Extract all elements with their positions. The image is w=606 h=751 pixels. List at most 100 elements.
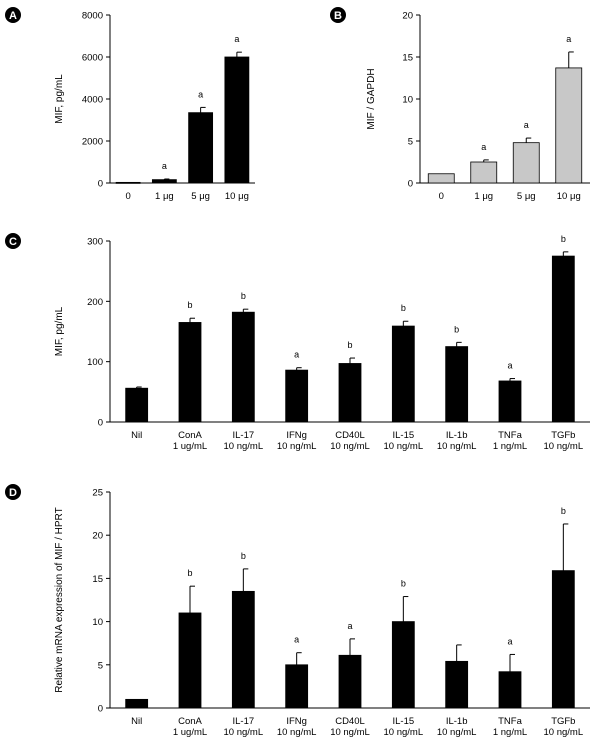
- y-tick-label: 300: [87, 237, 103, 248]
- y-tick-label: 2000: [82, 137, 103, 148]
- y-tick-label: 0: [408, 179, 413, 190]
- bar: [551, 255, 575, 423]
- significance-label: b: [401, 303, 406, 313]
- y-tick-label: 10: [402, 95, 413, 106]
- x-tick-label: 5 μg: [517, 191, 536, 202]
- y-axis-label: MIF, pg/mL: [54, 306, 65, 356]
- y-tick-label: 4000: [82, 95, 103, 106]
- significance-label: b: [561, 234, 566, 244]
- x-tick-label: CD40L: [335, 430, 365, 441]
- bar: [512, 142, 540, 184]
- x-tick-label: 10 ng/mL: [330, 727, 370, 738]
- bar: [178, 612, 202, 709]
- x-tick-label: 1 μg: [474, 191, 493, 202]
- panel-label-badge: [5, 233, 21, 249]
- x-tick-label: 10 ng/mL: [384, 441, 424, 452]
- x-tick-label: IL-15: [393, 716, 415, 727]
- panel-label-badge: [330, 7, 346, 23]
- x-tick-label: IL-15: [393, 430, 415, 441]
- x-tick-label: 10 μg: [225, 191, 249, 202]
- bar: [391, 621, 415, 709]
- bar: [125, 698, 149, 709]
- significance-label: a: [566, 34, 571, 44]
- x-tick-label: 1 ng/mL: [493, 727, 527, 738]
- x-tick-label: IFNg: [286, 430, 307, 441]
- x-tick-label: 1 μg: [155, 191, 174, 202]
- x-tick-label: IL-17: [233, 430, 255, 441]
- x-tick-label: IL-1b: [446, 716, 468, 727]
- bar: [231, 590, 255, 709]
- bar: [224, 56, 250, 184]
- x-tick-label: 10 ng/mL: [384, 727, 424, 738]
- panel-label: C: [9, 236, 17, 248]
- bar: [551, 570, 575, 709]
- bar: [391, 325, 415, 423]
- y-tick-label: 25: [92, 488, 103, 499]
- x-tick-label: TNFa: [498, 430, 522, 441]
- panel-D: D 0 5 10 15 20 25 Relative mRNA expression of M…: [5, 484, 590, 738]
- x-tick-label: TGFb: [551, 716, 575, 727]
- significance-label: b: [454, 324, 459, 334]
- y-tick-label: 100: [87, 357, 103, 368]
- x-tick-label: 10 ng/mL: [544, 727, 584, 738]
- bar: [445, 660, 469, 709]
- significance-label: a: [507, 636, 512, 646]
- x-tick-label: IFNg: [286, 716, 307, 727]
- significance-label: b: [561, 506, 566, 516]
- y-tick-label: 20: [402, 11, 413, 22]
- significance-label: a: [524, 120, 529, 130]
- panel-B: B 0 5 10 15 20 MIF / GAPDH 0 a 1 μg a 5 μg a 10 μg: [330, 7, 590, 202]
- y-tick-label: 15: [92, 574, 103, 585]
- significance-label: b: [187, 568, 192, 578]
- panel-label-badge: [5, 7, 21, 23]
- x-tick-label: ConA: [178, 430, 202, 441]
- y-axis-label: MIF, pg/mL: [54, 74, 65, 124]
- bar: [338, 654, 362, 709]
- bar: [115, 181, 141, 184]
- bar: [498, 671, 522, 709]
- y-tick-label: 0: [98, 418, 103, 429]
- bar: [555, 67, 583, 184]
- x-tick-label: 10 ng/mL: [224, 727, 264, 738]
- significance-label: a: [234, 34, 239, 44]
- significance-label: b: [241, 551, 246, 561]
- x-tick-label: Nil: [131, 430, 142, 441]
- panel-A: A 0 2000 4000 6000 8000 MIF, pg/mL 0 a 1 μg a 5 μg a…: [5, 7, 255, 202]
- panel-label: A: [9, 10, 17, 22]
- x-tick-label: 1 ug/mL: [173, 441, 207, 452]
- y-axis-label: Relative mRNA expression of MIF / HPRT: [54, 507, 65, 692]
- panel-label: D: [9, 487, 17, 499]
- y-tick-label: 200: [87, 297, 103, 308]
- x-tick-label: 1 ug/mL: [173, 727, 207, 738]
- x-tick-label: Nil: [131, 716, 142, 727]
- y-tick-label: 5: [98, 660, 103, 671]
- x-tick-label: 1 ng/mL: [493, 441, 527, 452]
- x-tick-label: 10 ng/mL: [224, 441, 264, 452]
- x-tick-label: IL-1b: [446, 430, 468, 441]
- bar: [285, 369, 309, 423]
- x-tick-label: 10 μg: [557, 191, 581, 202]
- significance-label: a: [481, 142, 486, 152]
- significance-label: a: [294, 350, 299, 360]
- y-tick-label: 15: [402, 53, 413, 64]
- bar: [188, 112, 214, 184]
- x-tick-label: IL-17: [233, 716, 255, 727]
- panel-label: B: [334, 10, 342, 22]
- x-tick-label: 10 ng/mL: [277, 727, 317, 738]
- x-tick-label: TGFb: [551, 430, 575, 441]
- significance-label: b: [187, 300, 192, 310]
- bar: [470, 161, 498, 184]
- x-tick-label: 10 ng/mL: [330, 441, 370, 452]
- x-tick-label: 0: [439, 191, 444, 202]
- significance-label: b: [347, 340, 352, 350]
- y-tick-label: 20: [92, 531, 103, 542]
- bar: [231, 311, 255, 423]
- y-tick-label: 6000: [82, 53, 103, 64]
- bar: [151, 179, 177, 184]
- significance-label: a: [507, 361, 512, 371]
- panel-label-badge: [5, 484, 21, 500]
- bar: [125, 387, 149, 423]
- bar: [427, 173, 455, 184]
